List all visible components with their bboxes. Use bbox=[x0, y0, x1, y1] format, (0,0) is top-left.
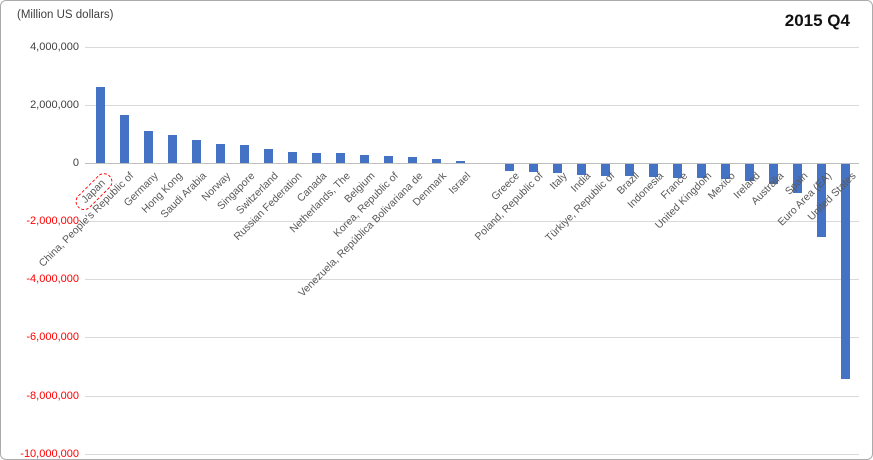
bar bbox=[841, 164, 851, 380]
bar bbox=[769, 164, 779, 185]
y-gridline bbox=[85, 279, 859, 281]
y-tick-label: -10,000,000 bbox=[20, 447, 79, 460]
bar bbox=[384, 155, 394, 163]
bar bbox=[528, 164, 538, 173]
bar bbox=[697, 164, 706, 179]
x-category-label: Israel bbox=[446, 170, 474, 197]
period-label: 2015 Q4 bbox=[784, 11, 850, 30]
bar bbox=[552, 164, 562, 174]
bar bbox=[360, 154, 370, 163]
y-tick-label: -8,000,000 bbox=[26, 389, 79, 402]
y-tick-label: -6,000,000 bbox=[26, 331, 79, 344]
bar bbox=[336, 153, 346, 163]
bar bbox=[504, 164, 514, 171]
y-axis-unit-label: (Million US dollars) bbox=[17, 9, 114, 21]
bar bbox=[648, 164, 658, 177]
bar bbox=[287, 152, 297, 163]
bar bbox=[721, 164, 731, 180]
bar bbox=[793, 164, 803, 194]
bar bbox=[600, 164, 610, 176]
bar bbox=[239, 144, 249, 163]
y-tick-label: 4,000,000 bbox=[30, 40, 79, 53]
bar bbox=[456, 160, 466, 163]
y-gridline bbox=[85, 453, 859, 455]
bar bbox=[817, 164, 827, 237]
bar bbox=[576, 164, 586, 175]
y-gridline bbox=[85, 395, 859, 397]
bar bbox=[624, 164, 634, 177]
y-tick-label: -2,000,000 bbox=[26, 215, 79, 228]
y-tick-label: 2,000,000 bbox=[30, 98, 79, 111]
x-category-label: Italy bbox=[547, 170, 570, 193]
y-gridline bbox=[85, 337, 859, 339]
y-gridline bbox=[85, 46, 859, 48]
bar bbox=[167, 135, 177, 163]
bar bbox=[95, 87, 105, 163]
y-tick-label: -4,000,000 bbox=[26, 273, 79, 286]
bar bbox=[408, 157, 418, 163]
bar bbox=[143, 131, 153, 163]
y-tick-label: 0 bbox=[72, 157, 79, 169]
bar bbox=[312, 152, 322, 163]
zero-axis-line bbox=[85, 163, 859, 164]
bar bbox=[263, 148, 273, 163]
y-gridline bbox=[85, 104, 859, 106]
bar bbox=[191, 140, 201, 163]
bar bbox=[215, 143, 225, 163]
bar bbox=[672, 164, 682, 178]
y-gridline bbox=[85, 221, 859, 223]
bar bbox=[119, 115, 129, 163]
bar bbox=[745, 164, 755, 181]
bar bbox=[432, 158, 442, 163]
